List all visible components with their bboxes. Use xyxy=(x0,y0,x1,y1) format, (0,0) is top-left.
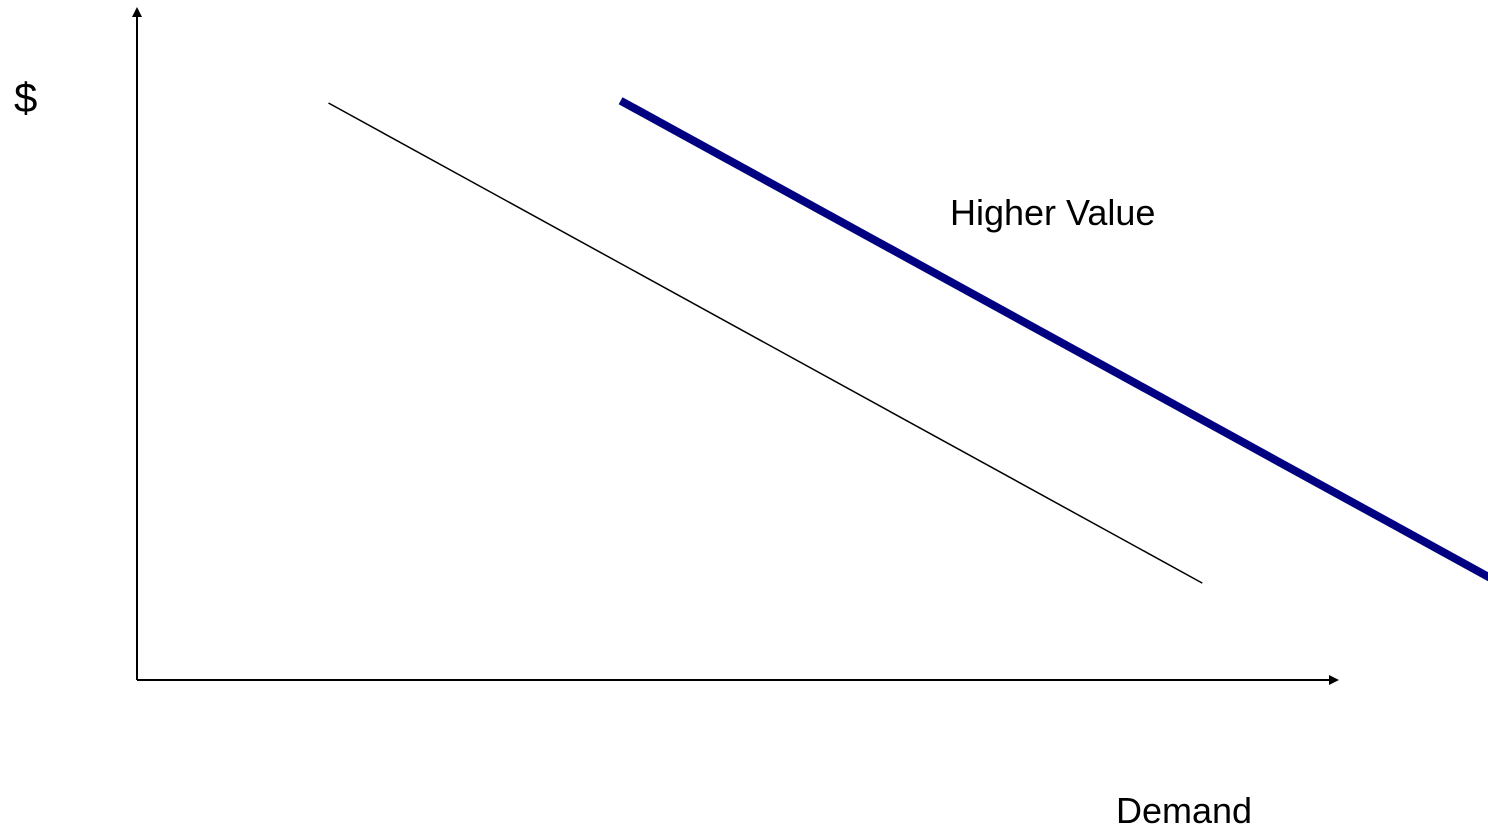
demand-line-higher-value xyxy=(618,97,1488,582)
y-axis-label: $ xyxy=(14,74,38,121)
series-label-higher-value: Higher Value xyxy=(950,192,1156,233)
demand-line-base xyxy=(328,102,1203,584)
x-axis-label: Demand xyxy=(1116,790,1253,831)
series-layer xyxy=(328,97,1488,584)
